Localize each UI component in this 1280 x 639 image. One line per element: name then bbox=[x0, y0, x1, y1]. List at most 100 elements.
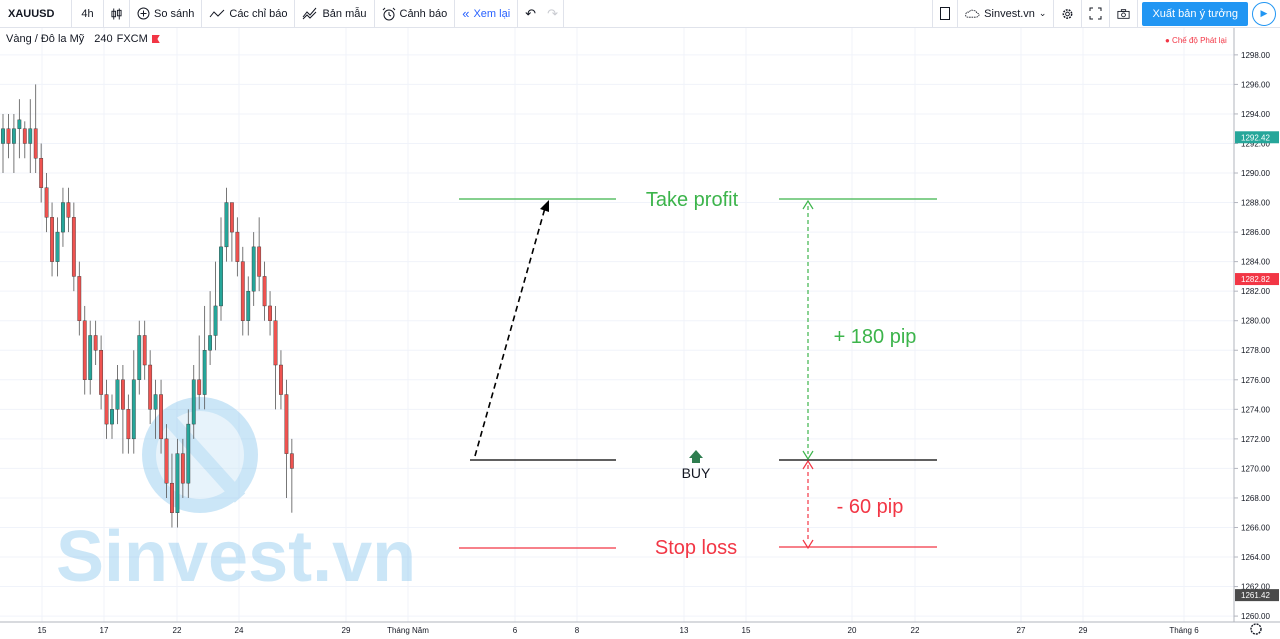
candle-body bbox=[251, 246, 256, 292]
indicators-label: Các chỉ báo bbox=[229, 7, 288, 20]
play-button[interactable]: ▶ bbox=[1252, 1, 1276, 26]
price-tick-label: 1294.00 bbox=[1241, 110, 1270, 119]
layout-menu[interactable]: Sinvest.vn ⌄ bbox=[958, 0, 1055, 28]
candle-body bbox=[284, 394, 289, 454]
time-tick-label: 24 bbox=[235, 626, 244, 635]
price-tick-label: 1274.00 bbox=[1241, 405, 1270, 414]
candle-body bbox=[208, 335, 212, 351]
candle-body bbox=[213, 305, 218, 336]
projection-arrow-head-icon bbox=[540, 200, 549, 212]
time-tick-label: 22 bbox=[911, 626, 920, 635]
time-axis[interactable]: 15 17 22 24 29 Tháng Năm 6 8 13 15 20 22 27 29 Tháng 6 bbox=[0, 621, 1280, 635]
candle-body bbox=[11, 128, 16, 144]
candle-body bbox=[82, 320, 87, 380]
candle-body bbox=[142, 335, 147, 366]
redo-icon: ↷ bbox=[547, 6, 559, 21]
gear-icon bbox=[1063, 8, 1073, 19]
price-tick-label: 1292.00 bbox=[1241, 139, 1270, 148]
compare-button[interactable]: So sánh bbox=[130, 0, 203, 28]
price-tick-label: 1298.00 bbox=[1241, 51, 1270, 60]
buy-arrow-icon bbox=[689, 450, 703, 458]
price-tick-label: 1260.00 bbox=[1241, 612, 1270, 621]
fullscreen-chart-toggle[interactable] bbox=[932, 0, 959, 28]
candle-body bbox=[115, 379, 120, 410]
candle-body bbox=[28, 128, 33, 144]
square-icon bbox=[940, 7, 951, 20]
time-tick-label: Tháng 6 bbox=[1169, 626, 1199, 635]
time-tick-label: 6 bbox=[513, 626, 518, 635]
chart-type-button[interactable] bbox=[104, 0, 130, 28]
interval-button[interactable]: 4h bbox=[72, 0, 104, 28]
undo-icon: ↶ bbox=[525, 6, 537, 21]
fullscreen-button[interactable] bbox=[1082, 0, 1111, 28]
time-tick-label: 29 bbox=[342, 626, 351, 635]
candle-body bbox=[279, 364, 283, 395]
projection-arrow-line[interactable] bbox=[474, 207, 546, 457]
buy-arrow-stem bbox=[692, 457, 700, 463]
price-tick-label: 1288.00 bbox=[1241, 199, 1270, 208]
profit-measure-down-arrow-icon bbox=[802, 450, 814, 461]
templates-button[interactable]: Bản mẫu bbox=[295, 0, 375, 28]
chevron-down-icon: ⌄ bbox=[1038, 8, 1047, 18]
candle-body bbox=[246, 290, 251, 321]
alerts-button[interactable]: Cảnh báo bbox=[375, 0, 456, 28]
take-profit-label: Take profit bbox=[646, 189, 739, 211]
time-tick-label: 8 bbox=[575, 626, 580, 635]
price-axis[interactable]: 1298.00 1296.00 1294.00 1292.00 1290.00 1288.… bbox=[1233, 28, 1279, 622]
symbol-search[interactable]: XAUUSD bbox=[0, 0, 72, 28]
indicators-button[interactable]: Các chỉ báo bbox=[202, 0, 296, 28]
candle-body bbox=[71, 217, 76, 277]
price-tick-label: 1268.00 bbox=[1241, 494, 1270, 503]
cloud-icon bbox=[965, 9, 980, 18]
candle-body bbox=[273, 320, 278, 366]
price-tick-label: 1262.00 bbox=[1241, 583, 1270, 592]
time-tick-label: 17 bbox=[100, 626, 109, 635]
time-tick-label: 15 bbox=[38, 626, 47, 635]
candle-body bbox=[289, 453, 294, 469]
buy-label: BUY bbox=[682, 465, 711, 481]
chart-grid bbox=[0, 28, 1234, 622]
axis-gear-icon bbox=[1250, 623, 1262, 635]
chart-area[interactable]: Sinvest.vn Take profit Stop loss BUY bbox=[0, 28, 1280, 639]
candle-body bbox=[77, 276, 82, 321]
legend-source: FXCM bbox=[116, 33, 148, 45]
candle-body bbox=[262, 276, 267, 307]
trade-setup-drawing[interactable]: Take profit Stop loss BUY + 180 pip - 60… bbox=[459, 189, 937, 559]
candle-body bbox=[153, 394, 158, 410]
flag-icon[interactable] bbox=[151, 35, 160, 43]
snapshot-button[interactable] bbox=[1110, 0, 1139, 28]
publish-label: Xuất bản ý tưởng bbox=[1152, 7, 1238, 20]
price-badge bbox=[1235, 131, 1279, 144]
price-axis-ticks: 1298.00 1296.00 1294.00 1292.00 1290.00 1288.… bbox=[1234, 51, 1270, 621]
plus-pips-label: + 180 pip bbox=[834, 326, 917, 348]
price-tick-label: 1284.00 bbox=[1241, 258, 1270, 267]
candle-body bbox=[44, 187, 49, 218]
undo-button[interactable]: ↶ bbox=[518, 0, 540, 28]
expand-icon bbox=[1089, 7, 1102, 20]
rewind-icon: « bbox=[462, 6, 470, 21]
redo-button[interactable]: ↷ bbox=[540, 0, 565, 28]
replay-button[interactable]: « Xem lại bbox=[455, 0, 519, 28]
candle-body bbox=[1, 128, 5, 144]
interval-label: 4h bbox=[81, 7, 94, 20]
compare-label: So sánh bbox=[154, 7, 195, 20]
price-tick-label: 1264.00 bbox=[1241, 553, 1270, 562]
time-tick-label: 27 bbox=[1017, 626, 1026, 635]
candle-body bbox=[197, 379, 202, 395]
chart-legend[interactable]: Vàng / Đô la Mỹ 240 FXCM bbox=[6, 33, 160, 45]
candle-body bbox=[39, 158, 44, 188]
replay-mode-indicator: ● Chế độ Phát lại bbox=[1165, 36, 1227, 45]
candle-body bbox=[104, 394, 109, 425]
price-badge bbox=[1235, 273, 1279, 286]
publish-idea-button[interactable]: Xuất bản ý tưởng bbox=[1142, 1, 1248, 26]
chart-canvas[interactable]: Sinvest.vn Take profit Stop loss BUY bbox=[0, 28, 1280, 639]
axis-settings-button[interactable] bbox=[1250, 623, 1262, 635]
candle-body bbox=[268, 305, 272, 321]
top-toolbar: XAUUSD 4h So sánh Các chỉ báo Bản mẫu Cả… bbox=[0, 0, 1280, 28]
profit-measure-up-arrow-icon bbox=[802, 199, 814, 210]
time-tick-label: 22 bbox=[173, 626, 182, 635]
minus-pips-label: - 60 pip bbox=[837, 496, 904, 518]
candle-body bbox=[22, 128, 27, 144]
settings-button[interactable] bbox=[1054, 0, 1083, 28]
candle-body bbox=[257, 246, 262, 277]
